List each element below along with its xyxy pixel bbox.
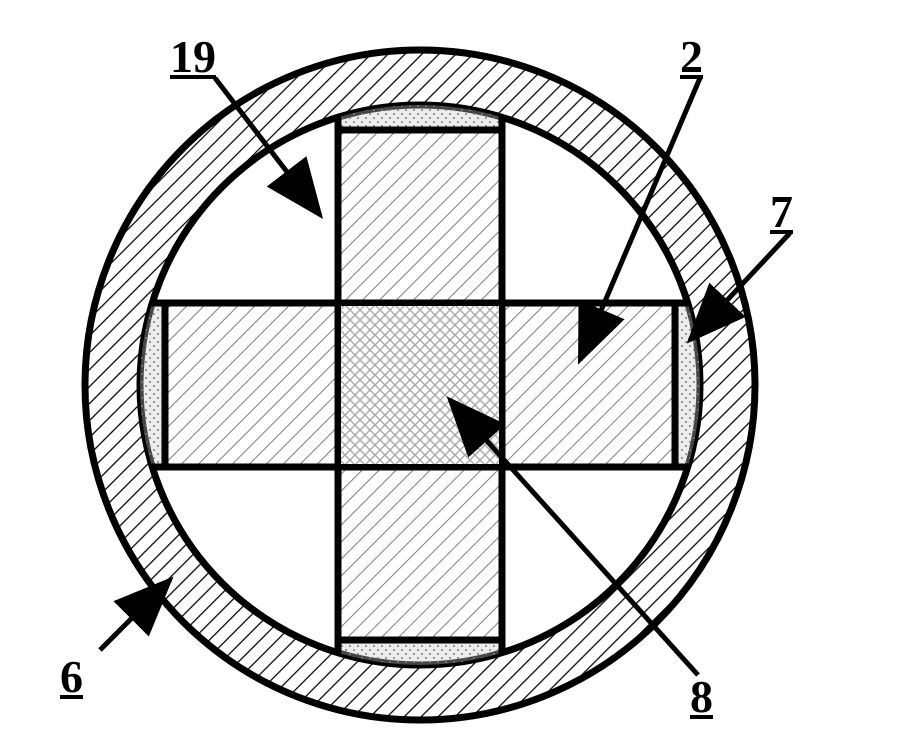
center-square [338,303,502,467]
callout-label-8: 8 [690,670,713,723]
callout-label-2: 2 [680,30,703,83]
callout-label-19: 19 [170,30,216,83]
callout-label-6: 6 [60,650,83,703]
callout-arrow-6 [100,580,170,650]
callout-label-7: 7 [770,185,793,238]
